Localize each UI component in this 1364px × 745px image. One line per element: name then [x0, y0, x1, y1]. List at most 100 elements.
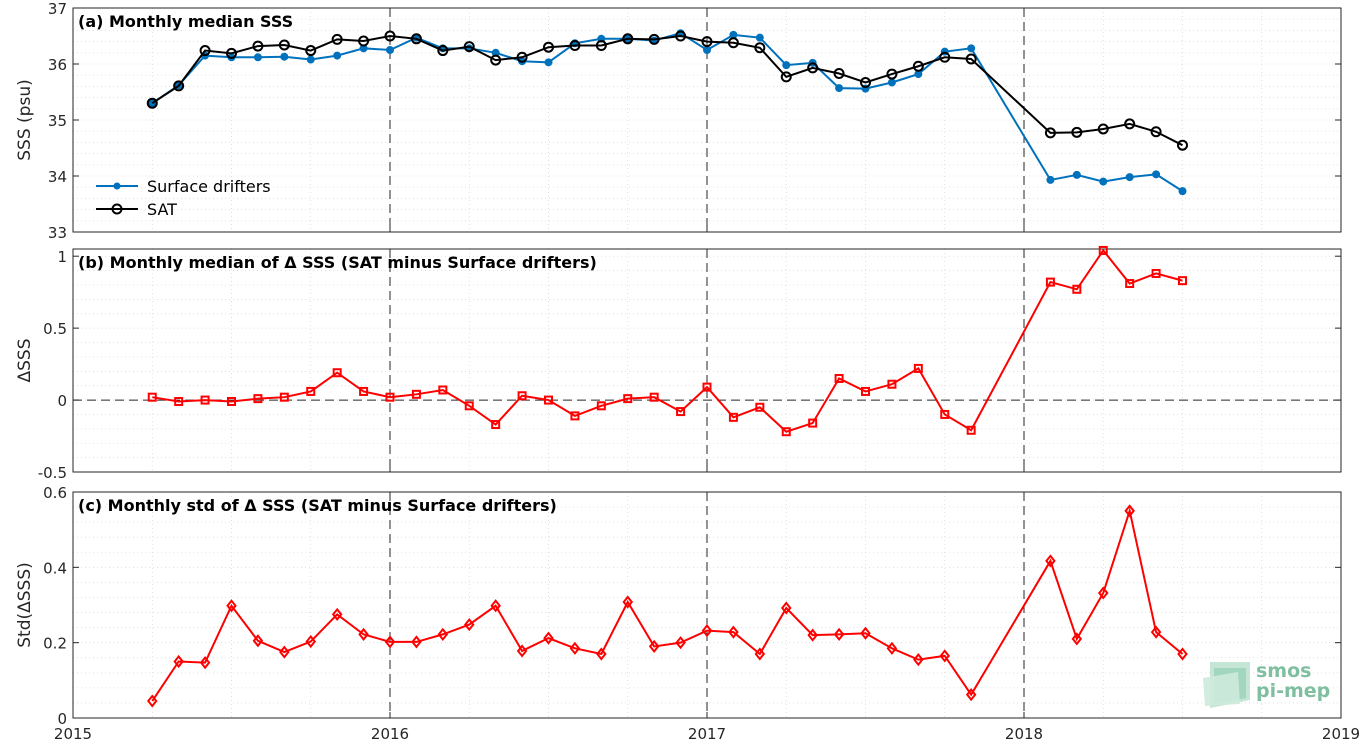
- panel-title: (a) Monthly median SSS: [78, 12, 293, 31]
- data-point: [887, 78, 896, 87]
- data-point: [516, 51, 528, 63]
- data-point: [252, 40, 264, 52]
- series-surface-drifters: [148, 29, 1187, 196]
- data-point: [807, 62, 819, 74]
- series-line: [151, 506, 1184, 702]
- series-delta-2: [147, 245, 1187, 437]
- data-point: [306, 55, 315, 64]
- panel-3: 0 0.2 0.4 0.6 2015 2016 2017 2018 2019 Std(ΔSSS) (…: [15, 484, 1360, 743]
- data-point: [1178, 187, 1187, 196]
- data-point: [1124, 504, 1135, 518]
- data-point: [570, 411, 580, 421]
- data-point: [543, 631, 554, 645]
- data-point: [517, 391, 527, 401]
- grid-2: [73, 249, 1341, 473]
- data-point: [1044, 127, 1056, 139]
- data-point: [305, 45, 317, 57]
- data-point: [886, 641, 898, 655]
- data-point: [782, 61, 791, 70]
- data-point: [411, 635, 422, 649]
- data-point: [939, 51, 951, 63]
- data-point: [675, 30, 687, 42]
- data-point: [1071, 126, 1083, 138]
- data-point: [755, 402, 765, 412]
- data-point: [701, 624, 713, 638]
- data-point: [912, 60, 924, 72]
- data-point: [1045, 554, 1056, 568]
- data-point: [173, 80, 185, 92]
- data-point: [940, 409, 950, 419]
- data-point: [463, 41, 475, 53]
- data-point: [1098, 245, 1108, 255]
- series-sat: [146, 30, 1188, 151]
- data-point: [755, 33, 764, 42]
- data-point: [623, 394, 633, 404]
- data-point: [490, 54, 502, 66]
- logo-line2: pi-mep: [1256, 680, 1330, 702]
- data-point: [252, 634, 264, 648]
- legend: Surface drifters SAT: [96, 177, 271, 219]
- data-point: [359, 386, 369, 396]
- data-point: [227, 397, 236, 407]
- data-point: [596, 647, 607, 661]
- data-point: [437, 627, 449, 641]
- data-point: [384, 635, 396, 649]
- data-point: [147, 392, 157, 402]
- data-point: [701, 36, 713, 48]
- data-point: [305, 634, 317, 649]
- y-axis-label: ΔSSS: [15, 338, 35, 382]
- data-point: [410, 33, 422, 45]
- data-point: [1177, 647, 1188, 661]
- data-point: [146, 97, 158, 109]
- data-point: [808, 418, 818, 428]
- data-point: [199, 45, 211, 57]
- data-point: [913, 363, 923, 373]
- data-point: [146, 694, 158, 708]
- data-point: [648, 33, 660, 45]
- panel-title: (c) Monthly std of Δ SSS (SAT minus Surf…: [78, 496, 557, 515]
- data-point: [1178, 276, 1187, 286]
- x-tick-label: 2018: [1005, 725, 1043, 743]
- y-tick-label: 0: [57, 710, 67, 728]
- data-point: [728, 625, 739, 639]
- y-tick-label: 33: [48, 224, 67, 242]
- data-point: [1097, 123, 1109, 135]
- data-point: [833, 627, 845, 641]
- data-point: [1152, 170, 1161, 179]
- data-point: [543, 41, 554, 53]
- data-point: [649, 392, 659, 402]
- data-point: [411, 389, 421, 399]
- y-tick-label: 0.2: [43, 635, 67, 653]
- data-point: [965, 688, 977, 702]
- data-point: [754, 42, 766, 54]
- data-point: [703, 46, 711, 54]
- data-point: [226, 47, 237, 59]
- y-tick-label: 36: [48, 56, 67, 74]
- y-tick-label: 35: [48, 112, 67, 130]
- data-point: [253, 394, 263, 404]
- data-point: [727, 37, 739, 49]
- panel-title: (b) Monthly median of Δ SSS (SAT minus S…: [78, 253, 597, 272]
- data-point: [966, 425, 976, 435]
- y-tick-label: 34: [48, 168, 67, 186]
- data-point: [569, 40, 581, 52]
- data-point: [913, 653, 924, 667]
- data-point: [438, 385, 448, 395]
- data-point: [834, 373, 844, 383]
- data-point: [648, 639, 660, 654]
- data-point: [1072, 284, 1082, 294]
- x-tick-label: 2019: [1322, 725, 1360, 743]
- data-point: [280, 52, 289, 61]
- data-point: [887, 379, 897, 389]
- smos-pi-mep-logo: smos pi-mep: [1203, 660, 1330, 708]
- data-point: [385, 392, 395, 402]
- data-point: [807, 628, 818, 642]
- data-point: [702, 382, 712, 392]
- data-point: [544, 395, 553, 405]
- legend-marker: [113, 182, 121, 190]
- data-point: [595, 40, 607, 52]
- data-point: [622, 595, 634, 609]
- data-point: [463, 617, 475, 632]
- data-point: [173, 654, 184, 669]
